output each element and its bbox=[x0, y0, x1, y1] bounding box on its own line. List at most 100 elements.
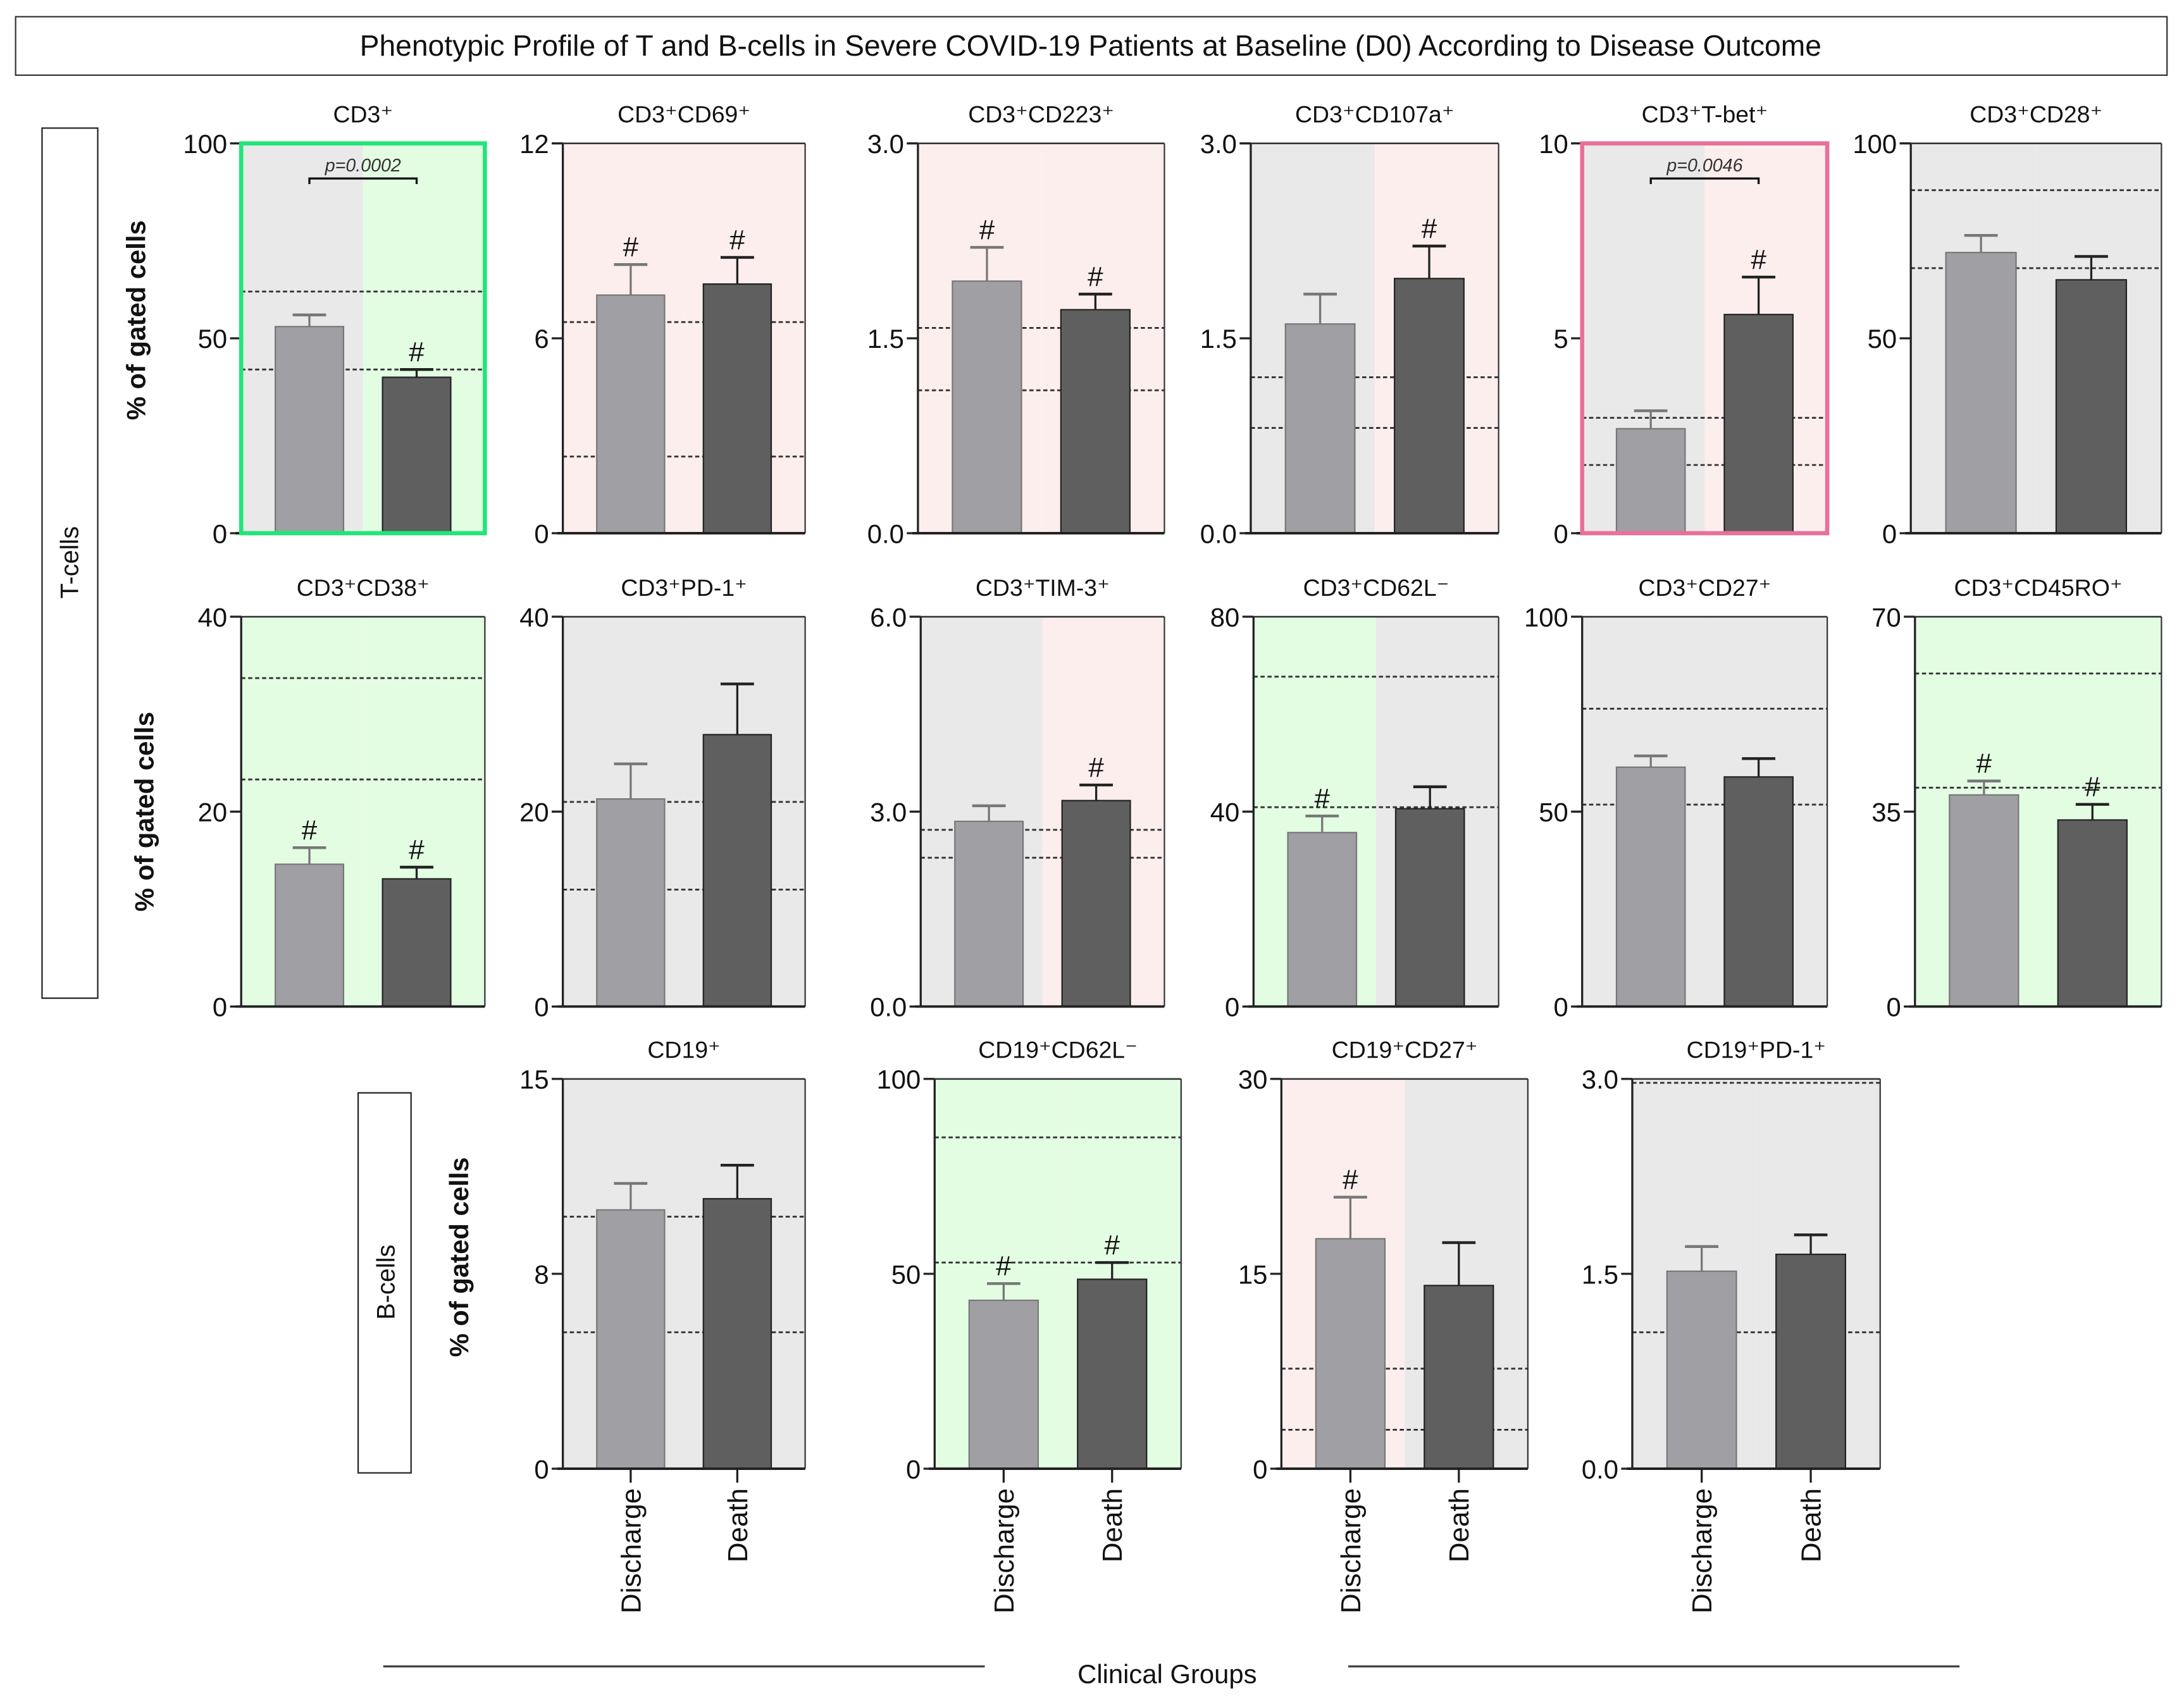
bar-discharge bbox=[968, 1299, 1039, 1470]
bar-discharge bbox=[275, 863, 345, 1008]
significance-mark: # bbox=[302, 815, 318, 846]
y-tick-label: 0 bbox=[1225, 992, 1239, 1022]
b-cells-box bbox=[357, 1092, 412, 1474]
panel-title: CD19⁺CD27⁺ bbox=[1332, 1037, 1478, 1063]
y-tick-label: 1.5 bbox=[867, 324, 904, 354]
y-tick-label: 100 bbox=[877, 1065, 921, 1094]
y-tick-label: 0 bbox=[1882, 519, 1897, 548]
bar-death bbox=[702, 1198, 772, 1470]
x-tick-label: Death bbox=[1444, 1488, 1475, 1562]
y-axis-label-row1: % of gated cells bbox=[121, 220, 151, 420]
t-cells-box bbox=[41, 127, 99, 999]
y-tick-label: 5 bbox=[1553, 324, 1568, 354]
panel-title: CD3⁺CD62L⁻ bbox=[1303, 574, 1449, 601]
y-tick-label: 8 bbox=[534, 1259, 549, 1289]
panel-4: #0 5 10 CD3⁺T-bet⁺ p=0.0046 bbox=[1539, 101, 1830, 548]
y-tick-label: 50 bbox=[1868, 324, 1897, 354]
y-tick-label: 40 bbox=[519, 602, 549, 632]
p-value: p=0.0046 bbox=[1666, 156, 1742, 176]
bar-death bbox=[1077, 1278, 1148, 1470]
bar-death bbox=[1394, 278, 1465, 534]
panel-3: #0.0 1.5 3.0 CD3⁺CD107a⁺ bbox=[1200, 101, 1499, 548]
panel-title: CD3⁺CD27⁺ bbox=[1638, 574, 1771, 601]
y-axis-label-row2: % of gated cells bbox=[130, 712, 159, 911]
highlight-border bbox=[239, 141, 487, 536]
panel-11: # #0 35 70 CD3⁺CD45RO⁺ bbox=[1871, 574, 2162, 1022]
y-tick-label: 40 bbox=[1210, 798, 1240, 827]
bar-death bbox=[1723, 776, 1794, 1008]
y-tick-label: 0 bbox=[1553, 519, 1568, 548]
panel-title: CD3⁺CD45RO⁺ bbox=[1954, 574, 2123, 601]
panel-1: # #0 6 12 CD3⁺CD69⁺ bbox=[519, 101, 806, 548]
bar-discharge bbox=[275, 326, 345, 534]
bar-death bbox=[702, 283, 772, 534]
bar-discharge bbox=[1945, 252, 2017, 534]
significance-mark: # bbox=[1088, 261, 1103, 292]
panel-14: #0 15 30 CD19⁺CD27⁺ Discharge Death bbox=[1238, 1037, 1529, 1614]
significance-mark: # bbox=[1343, 1164, 1358, 1195]
bar-discharge bbox=[954, 820, 1024, 1008]
y-tick-label: 3.0 bbox=[870, 798, 907, 827]
significance-bracket bbox=[1649, 177, 1760, 184]
bar-discharge bbox=[1287, 832, 1358, 1008]
bar-death bbox=[1775, 1253, 1847, 1470]
bar-death bbox=[1723, 314, 1794, 534]
bar-discharge bbox=[1315, 1238, 1386, 1470]
figure-title: Phenotypic Profile of T and B-cells in S… bbox=[360, 29, 1821, 62]
panel-6: # #0 20 40 CD3⁺CD38⁺ bbox=[198, 574, 486, 1022]
x-tick-label: Discharge bbox=[989, 1488, 1020, 1614]
bar-discharge bbox=[1949, 794, 2020, 1008]
panel-12: 0 8 15 CD19⁺ Discharge Death bbox=[519, 1037, 806, 1614]
y-tick-label: 0 bbox=[1553, 992, 1568, 1022]
panel-2: # #0.0 1.5 3.0 CD3⁺CD223⁺ bbox=[867, 101, 1165, 548]
y-tick-label: 50 bbox=[891, 1259, 921, 1289]
t-cells-label: T-cells bbox=[56, 526, 84, 598]
x-tick-label: Death bbox=[1097, 1488, 1128, 1562]
y-tick-label: 3.0 bbox=[867, 129, 904, 159]
significance-mark: # bbox=[1105, 1230, 1120, 1261]
y-tick-label: 0 bbox=[534, 519, 549, 548]
significance-mark: # bbox=[1315, 783, 1331, 814]
p-value: p=0.0002 bbox=[325, 156, 401, 176]
bar-discharge bbox=[596, 294, 666, 534]
y-tick-label: 15 bbox=[1238, 1259, 1268, 1289]
x-tick-label: Discharge bbox=[1336, 1488, 1367, 1614]
significance-mark: # bbox=[623, 232, 639, 262]
significance-mark: # bbox=[2085, 772, 2100, 803]
y-tick-label: 3.0 bbox=[1200, 129, 1237, 159]
y-axis-label-row3: % of gated cells bbox=[444, 1158, 474, 1357]
y-tick-label: 70 bbox=[1871, 602, 1901, 632]
bar-discharge bbox=[1284, 323, 1356, 534]
significance-mark: # bbox=[979, 214, 995, 245]
panel-9: #0 40 80 CD3⁺CD62L⁻ bbox=[1210, 574, 1499, 1022]
y-tick-label: 50 bbox=[1539, 798, 1568, 827]
y-tick-label: 3.0 bbox=[1582, 1065, 1618, 1094]
y-tick-label: 0.0 bbox=[867, 519, 904, 548]
y-tick-label: 0 bbox=[213, 519, 227, 548]
panel-title: CD19⁺CD62L⁻ bbox=[978, 1037, 1138, 1063]
bar-discharge bbox=[596, 798, 666, 1008]
y-tick-label: 20 bbox=[519, 798, 549, 827]
significance-bracket bbox=[308, 177, 418, 184]
panel-title: CD3⁺PD-1⁺ bbox=[621, 574, 747, 601]
panel-title: CD3⁺CD107a⁺ bbox=[1295, 101, 1455, 128]
y-tick-label: 10 bbox=[1539, 129, 1568, 159]
significance-mark: # bbox=[409, 336, 425, 367]
bar-discharge bbox=[596, 1209, 666, 1470]
x-tick-label: Death bbox=[1796, 1488, 1827, 1562]
significance-mark: # bbox=[409, 834, 425, 865]
y-tick-label: 0 bbox=[1887, 992, 1901, 1022]
significance-mark: # bbox=[996, 1250, 1012, 1281]
y-tick-label: 0 bbox=[1253, 1454, 1267, 1484]
y-tick-label: 0 bbox=[906, 1454, 921, 1484]
x-tick-label: Discharge bbox=[616, 1488, 647, 1614]
bar-death bbox=[2055, 279, 2127, 534]
y-tick-label: 0.0 bbox=[870, 992, 907, 1022]
bar-death bbox=[1061, 800, 1131, 1008]
y-tick-label: 0.0 bbox=[1582, 1454, 1618, 1484]
panel-8: #0.0 3.0 6.0 CD3⁺TIM-3⁺ bbox=[870, 574, 1165, 1022]
y-tick-label: 100 bbox=[1524, 602, 1568, 632]
y-tick-label: 6 bbox=[534, 324, 549, 354]
y-tick-label: 30 bbox=[1238, 1065, 1268, 1094]
